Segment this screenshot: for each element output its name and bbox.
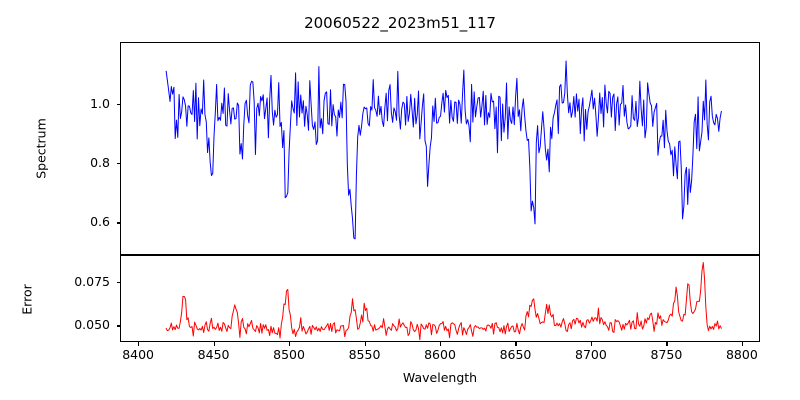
error-series bbox=[121, 256, 759, 341]
spectrum-axis-label: Spectrum bbox=[33, 118, 49, 179]
wavelength-xtick-mark bbox=[666, 342, 668, 346]
chart-title: 20060522_2023m51_117 bbox=[304, 14, 496, 32]
wavelength-xtick-mark bbox=[440, 342, 442, 346]
wavelength-xtick-mark bbox=[590, 342, 593, 346]
wavelength-xtick-mark bbox=[213, 342, 215, 346]
wavelength-xtick-mark bbox=[138, 342, 140, 346]
wavelength-axis-label: Wavelength bbox=[402, 370, 478, 385]
spectrum-ytick-mark bbox=[116, 222, 120, 224]
error-plot-panel bbox=[120, 255, 760, 342]
wavelength-xtick-label: 8400 bbox=[122, 347, 155, 362]
wavelength-xtick-mark bbox=[741, 342, 743, 346]
spectrum-ytick-label: 1.0 bbox=[90, 96, 110, 112]
error-ytick-label: 0.075 bbox=[74, 273, 110, 289]
wavelength-xtick-label: 8700 bbox=[575, 347, 607, 362]
error-ytick-mark bbox=[116, 281, 120, 284]
error-axis-label: Error bbox=[19, 284, 35, 315]
error-ytick-mark bbox=[116, 325, 120, 327]
wavelength-xtick-label: 8500 bbox=[273, 347, 305, 362]
wavelength-xtick-label: 8550 bbox=[348, 347, 381, 362]
wavelength-xtick-mark bbox=[289, 342, 291, 346]
spectrum-series bbox=[121, 43, 759, 254]
wavelength-xtick-label: 8650 bbox=[499, 347, 532, 362]
wavelength-xtick-label: 8600 bbox=[424, 347, 456, 362]
error-ytick-label: 0.050 bbox=[74, 317, 110, 333]
spectrum-ytick-label: 0.6 bbox=[90, 214, 110, 230]
wavelength-xtick-mark bbox=[364, 342, 366, 346]
wavelength-xtick-label: 8750 bbox=[650, 347, 683, 362]
wavelength-xtick-mark bbox=[515, 342, 517, 346]
spectrum-ytick-mark bbox=[116, 104, 120, 106]
spectrum-ytick-mark bbox=[116, 163, 120, 165]
wavelength-xtick-label: 8450 bbox=[197, 347, 230, 362]
wavelength-xtick-label: 8800 bbox=[725, 347, 758, 362]
spectrum-plot-panel bbox=[120, 42, 760, 255]
spectrum-ytick-label: 0.8 bbox=[90, 155, 110, 171]
